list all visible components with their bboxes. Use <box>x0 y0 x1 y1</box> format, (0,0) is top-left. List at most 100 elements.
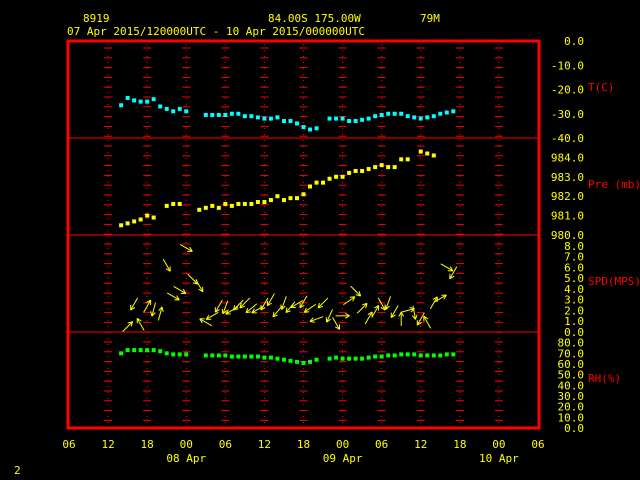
data-point <box>340 116 345 121</box>
data-point <box>164 106 169 111</box>
y-tick-label: -20.0 <box>551 84 584 97</box>
x-tick-labels: 06 12 18 00 06 12 18 00 06 12 18 00 06 08 Apr 09 Apr 10… <box>62 438 544 465</box>
y-tick-label: -10.0 <box>551 59 584 72</box>
wind-arrow <box>371 305 380 318</box>
x-tick-label: 12 <box>414 438 427 451</box>
data-point <box>203 353 208 358</box>
wind-arrow <box>245 303 258 314</box>
station-location: 84.00S 175.00W <box>268 12 361 25</box>
data-point <box>151 97 156 102</box>
data-point <box>392 165 397 170</box>
data-point <box>236 111 241 116</box>
data-point <box>405 114 410 119</box>
wind-arrow <box>214 299 223 313</box>
data-point <box>184 352 189 357</box>
data-point <box>366 355 371 360</box>
data-point <box>392 353 397 358</box>
wind-arrow <box>429 296 438 310</box>
data-point <box>262 355 267 360</box>
data-point <box>288 119 293 124</box>
data-point <box>236 201 241 206</box>
data-point <box>308 127 313 132</box>
data-point <box>138 99 143 104</box>
data-point <box>210 203 215 208</box>
wind-arrow <box>398 311 405 327</box>
y-tick-label: 70.0 <box>558 347 585 360</box>
wind-arrow <box>239 297 251 309</box>
wind-arrow <box>199 318 213 327</box>
data-point <box>379 163 384 168</box>
data-point <box>119 103 124 108</box>
data-point <box>255 200 260 205</box>
data-point <box>171 352 176 357</box>
wind-arrow <box>136 317 145 331</box>
data-point <box>360 168 365 173</box>
y-tick-label: 2.0 <box>564 304 584 317</box>
wind-arrow <box>325 309 333 323</box>
y-tick-label: -40.0 <box>551 132 584 145</box>
y-tick-label: 60.0 <box>558 358 585 371</box>
data-point <box>184 109 189 114</box>
data-point <box>451 352 456 357</box>
y-tick-label: 0.0 <box>564 35 584 48</box>
y-tick-labels: 0.0 -10.0 -20.0 -30.0 -40.0 984.0 983.0 982.0 98… <box>551 35 584 435</box>
data-point <box>444 110 449 115</box>
data-point <box>288 358 293 363</box>
y-tick-label: 8.0 <box>564 240 584 253</box>
data-point <box>268 355 273 360</box>
x-date-label: 09 Apr <box>323 452 363 465</box>
data-point <box>327 116 332 121</box>
data-point <box>327 176 332 181</box>
y-tick-label: 30.0 <box>558 390 585 403</box>
data-point <box>412 352 417 357</box>
wind-arrow <box>232 299 244 311</box>
data-point <box>145 213 150 218</box>
data-point <box>151 348 156 353</box>
x-tick-label: 06 <box>531 438 544 451</box>
data-point <box>334 174 339 179</box>
data-point <box>301 192 306 197</box>
panel-name: Pre (mb) <box>588 178 640 191</box>
data-point <box>431 353 436 358</box>
data-point <box>451 109 456 114</box>
data-point <box>164 351 169 356</box>
data-point <box>138 348 143 353</box>
data-point <box>405 352 410 357</box>
data-point <box>399 111 404 116</box>
wind-arrow <box>390 305 399 319</box>
y-tick-label: 0.0 <box>564 326 584 339</box>
data-point <box>216 205 221 210</box>
data-point <box>275 194 280 199</box>
data-point <box>138 217 143 222</box>
y-tick-label: 981.0 <box>551 210 584 223</box>
wind-arrow <box>350 285 362 297</box>
wind-arrow <box>343 296 356 306</box>
data-point <box>340 174 345 179</box>
y-tick-label: 5.0 <box>564 272 584 285</box>
x-tick-label: 06 <box>219 438 232 451</box>
data-point <box>386 353 391 358</box>
data-point <box>438 353 443 358</box>
x-tick-label: 12 <box>258 438 271 451</box>
data-point <box>281 119 286 124</box>
wind-arrow <box>166 292 180 301</box>
data-point <box>210 112 215 117</box>
y-tick-label: 984.0 <box>551 151 584 164</box>
data-point <box>314 357 319 362</box>
plot-frame <box>66 39 541 430</box>
wind-arrow <box>143 299 152 313</box>
x-tick-label: 18 <box>141 438 154 451</box>
wind-arrow <box>251 305 265 314</box>
data-point <box>151 215 156 220</box>
data-point <box>158 349 163 354</box>
wind-arrow <box>335 312 350 319</box>
wind-arrow <box>416 312 425 326</box>
wind-arrow <box>162 258 171 272</box>
data-point <box>119 223 124 228</box>
data-point <box>249 354 254 359</box>
data-point <box>268 198 273 203</box>
data-point <box>353 168 358 173</box>
x-tick-label: 00 <box>336 438 349 451</box>
y-tick-label: 7.0 <box>564 251 584 264</box>
data-point <box>347 356 352 361</box>
